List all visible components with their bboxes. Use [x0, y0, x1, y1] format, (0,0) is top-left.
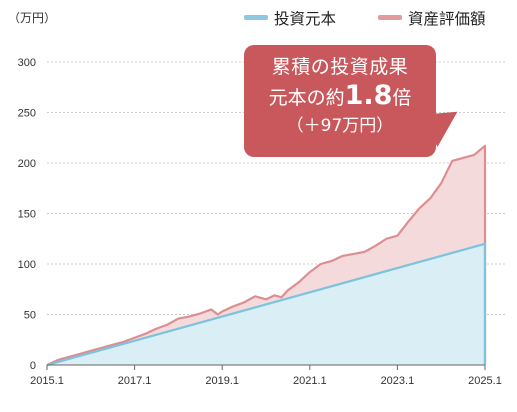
y-tick-label: 0	[30, 360, 36, 372]
callout-multiplier-suffix: 倍	[392, 87, 412, 109]
legend-swatch-value	[378, 15, 402, 20]
y-tick-label: 200	[18, 158, 36, 170]
callout-multiplier-line: 元本の約1.8倍	[244, 81, 436, 113]
callout-multiplier-value: 1.8	[344, 80, 393, 111]
callout-gain: （＋97万円）	[286, 116, 394, 136]
legend: 投資元本 資産評価額	[244, 10, 486, 28]
result-callout: 累積の投資成果 元本の約1.8倍 （＋97万円）	[244, 45, 436, 157]
x-tick-label: 2023.1	[381, 375, 415, 387]
y-tick-label: 250	[18, 108, 36, 120]
x-tick-label: 2017.1	[118, 375, 152, 387]
legend-swatch-principal	[244, 15, 268, 20]
plot-areas	[46, 144, 487, 367]
legend-label-value: 資産評価額	[408, 10, 486, 28]
x-tick-label: 2021.1	[293, 375, 327, 387]
y-unit-label: （万円）	[8, 11, 56, 25]
principal-series-line	[46, 242, 487, 367]
callout-multiplier-prefix: 元本の約	[268, 87, 345, 109]
y-tick-label: 300	[18, 57, 36, 69]
y-tick-label: 150	[18, 209, 36, 221]
callout-title: 累積の投資成果	[271, 56, 409, 78]
x-tick-label: 2019.1	[205, 375, 239, 387]
x-tick-label: 2015.1	[30, 375, 64, 387]
y-axis-ticks: 0 50 100 150 200 250 300	[18, 57, 36, 372]
value-series-line	[46, 144, 487, 366]
y-tick-label: 50	[24, 310, 36, 322]
x-axis-ticks: 2015.1 2017.1 2019.1 2021.1 2023.1 2025.1	[30, 365, 502, 387]
x-tick-label: 2025.1	[468, 375, 502, 387]
y-tick-label: 100	[18, 259, 36, 271]
legend-label-principal: 投資元本	[274, 10, 336, 28]
